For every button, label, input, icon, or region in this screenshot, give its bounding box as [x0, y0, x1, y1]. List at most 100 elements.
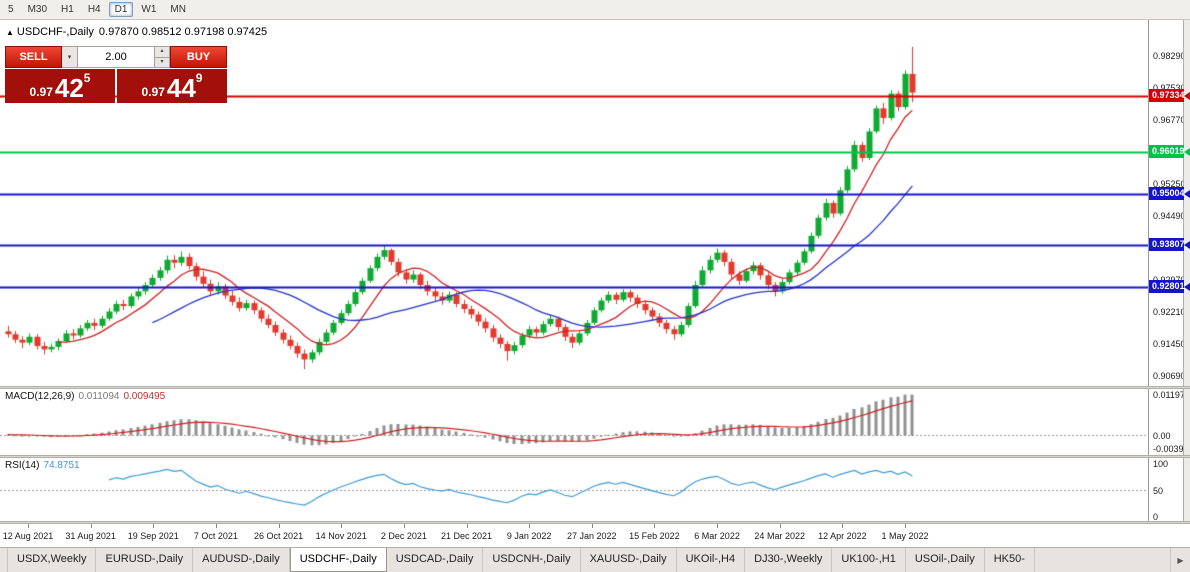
buy-price-prefix: 0.97	[141, 85, 165, 99]
tab-usdcad-daily[interactable]: USDCAD-,Daily	[387, 548, 484, 572]
time-axis-label: 26 Oct 2021	[254, 531, 304, 541]
buy-button[interactable]: BUY	[170, 46, 227, 68]
time-axis-label: 12 Aug 2021	[2, 531, 54, 541]
chart-title: ▲ USDCHF-,Daily 0.97870 0.98512 0.97198 0.…	[6, 26, 267, 38]
panel-separator[interactable]	[0, 386, 1190, 389]
line-marker-icon	[1184, 147, 1190, 156]
volume-dropdown-button[interactable]: ▾	[62, 46, 78, 68]
time-axis-label: 12 Apr 2022	[818, 531, 867, 541]
buy-price-pip-digit: 9	[195, 71, 203, 85]
time-axis-tick	[466, 524, 468, 528]
chart-tabbar: USDX,Weekly EURUSD-,Daily AUDUSD-,Daily USD…	[0, 547, 1190, 572]
time-axis[interactable]: 12 Aug 2021 31 Aug 2021 19 Sep 2021 7 Oct 2…	[0, 524, 1190, 547]
tab-hk50[interactable]: HK50-	[985, 548, 1035, 572]
volume-increase-button[interactable]: ▴	[155, 47, 169, 58]
caret-down-icon: ▾	[160, 58, 164, 65]
rsi-canvas[interactable]	[0, 458, 1148, 521]
volume-decrease-button[interactable]: ▾	[155, 57, 169, 67]
price-axis-label: 0.98290	[1153, 51, 1186, 62]
time-axis-label: 19 Sep 2021	[127, 531, 179, 541]
rsi-axis-label: 50	[1153, 485, 1164, 496]
time-axis-tick	[153, 524, 155, 528]
time-axis-tick	[779, 524, 781, 528]
tabbar-left-stub	[0, 548, 8, 572]
line-marker-icon	[1184, 283, 1190, 292]
panel-separator[interactable]	[0, 521, 1190, 524]
macd-axis-label: 0.00	[1153, 430, 1171, 441]
volume-stepper: ▴ ▾	[155, 46, 170, 68]
macd-axis-label: -0.00395	[1153, 444, 1189, 455]
time-axis-label: 24 Mar 2022	[754, 531, 805, 541]
rsi-axis-label: 0	[1153, 512, 1159, 522]
price-axis-label: 0.92210	[1153, 306, 1186, 317]
rsi-value: 74.8751	[43, 460, 80, 471]
tab-usdchf-daily[interactable]: USDCHF-,Daily	[289, 548, 387, 572]
time-axis-tick	[28, 524, 29, 528]
tab-audusd-daily[interactable]: AUDUSD-,Daily	[193, 548, 290, 572]
time-axis-tick	[717, 524, 719, 528]
macd-signal-value: 0.009495	[123, 391, 166, 402]
tab-usoil-daily[interactable]: USOil-,Daily	[906, 548, 985, 572]
time-axis-label: 6 Mar 2022	[694, 531, 740, 541]
tab-usdx-weekly[interactable]: USDX,Weekly	[8, 548, 97, 572]
price-line-badge: 0.96019	[1149, 144, 1185, 158]
tab-ukoil-h4[interactable]: UKOil-,H4	[677, 548, 746, 572]
timeframe-button-m30[interactable]: M30	[27, 4, 48, 15]
price-axis-label: 0.90690	[1153, 370, 1186, 381]
timeframe-button-mn[interactable]: MN	[170, 4, 186, 15]
macd-canvas[interactable]	[0, 389, 1148, 455]
tab-uk100-h1[interactable]: UK100-,H1	[832, 548, 906, 572]
volume-input[interactable]	[78, 46, 155, 68]
time-axis-label: 14 Nov 2021	[315, 531, 367, 541]
tab-xauusd-daily[interactable]: XAUUSD-,Daily	[581, 548, 677, 572]
rsi-axis-label: 100	[1153, 459, 1169, 469]
macd-main-value: 0.011094	[78, 391, 120, 402]
time-axis-tick	[341, 524, 343, 528]
trade-panel-prices: 0.97 42 5 0.97 44 9	[5, 69, 227, 103]
price-line-badge: 0.95004	[1149, 187, 1185, 201]
time-axis-tick	[529, 524, 531, 528]
price-axis-label: 0.97530	[1153, 83, 1186, 94]
sell-price-big-digits: 42	[54, 73, 84, 103]
time-axis-tick	[905, 524, 906, 528]
tab-usdcnh-daily[interactable]: USDCNH-,Daily	[483, 548, 581, 572]
time-axis-label: 9 Jan 2022	[506, 531, 552, 541]
price-axis-label: 0.96770	[1153, 115, 1186, 126]
sell-price-pip-digit: 5	[83, 71, 91, 85]
buy-price-display[interactable]: 0.97 44 9	[117, 69, 227, 103]
sell-button[interactable]: SELL	[5, 46, 62, 68]
price-line-badge: 0.97334	[1149, 89, 1185, 103]
tab-eurusd-daily[interactable]: EURUSD-,Daily	[96, 548, 194, 572]
sell-price-display[interactable]: 0.97 42 5	[5, 69, 115, 103]
timeframe-button-d1[interactable]: D1	[108, 2, 134, 17]
price-axis-label: 0.94490	[1153, 211, 1186, 222]
time-axis-tick	[591, 524, 593, 528]
collapse-trade-panel-icon[interactable]: ▲	[6, 28, 14, 37]
time-axis-label: 27 Jan 2022	[567, 531, 617, 541]
timeframe-button-5[interactable]: 5	[8, 4, 14, 15]
panel-separator[interactable]	[0, 455, 1190, 458]
line-marker-strip	[1183, 20, 1190, 524]
time-axis-tick	[842, 524, 844, 528]
tab-dj30-weekly[interactable]: DJ30-,Weekly	[745, 548, 833, 572]
time-axis-label: 1 May 2022	[881, 531, 929, 541]
caret-down-icon: ▾	[67, 54, 72, 61]
time-axis-label: 7 Oct 2021	[193, 531, 238, 541]
price-axis[interactable]: 0.982900.975300.967700.960100.952500.944…	[1148, 20, 1190, 524]
time-axis-label: 21 Dec 2021	[440, 531, 493, 541]
timeframe-button-h4[interactable]: H4	[87, 4, 101, 15]
timeframe-button-h1[interactable]: H1	[61, 4, 74, 15]
tab-scroll-right-button[interactable]: ▶	[1170, 548, 1190, 572]
timeframe-button-w1[interactable]: W1	[141, 4, 157, 15]
arrow-right-icon: ▶	[1177, 555, 1184, 565]
rsi-indicator-name: RSI(14)	[5, 460, 40, 471]
time-axis-tick	[403, 524, 405, 528]
price-axis-label: 0.91450	[1153, 338, 1186, 349]
trade-panel-controls: SELL ▾ ▴ ▾ BUY	[5, 46, 227, 68]
ohlc-values: 0.97870 0.98512 0.97198 0.97425	[98, 26, 268, 38]
time-axis-tick	[215, 524, 217, 528]
time-axis-label: 2 Dec 2021	[380, 531, 427, 541]
sell-price-prefix: 0.97	[29, 85, 53, 99]
macd-label: MACD(12,26,9) 0.011094 0.009495	[5, 391, 165, 402]
